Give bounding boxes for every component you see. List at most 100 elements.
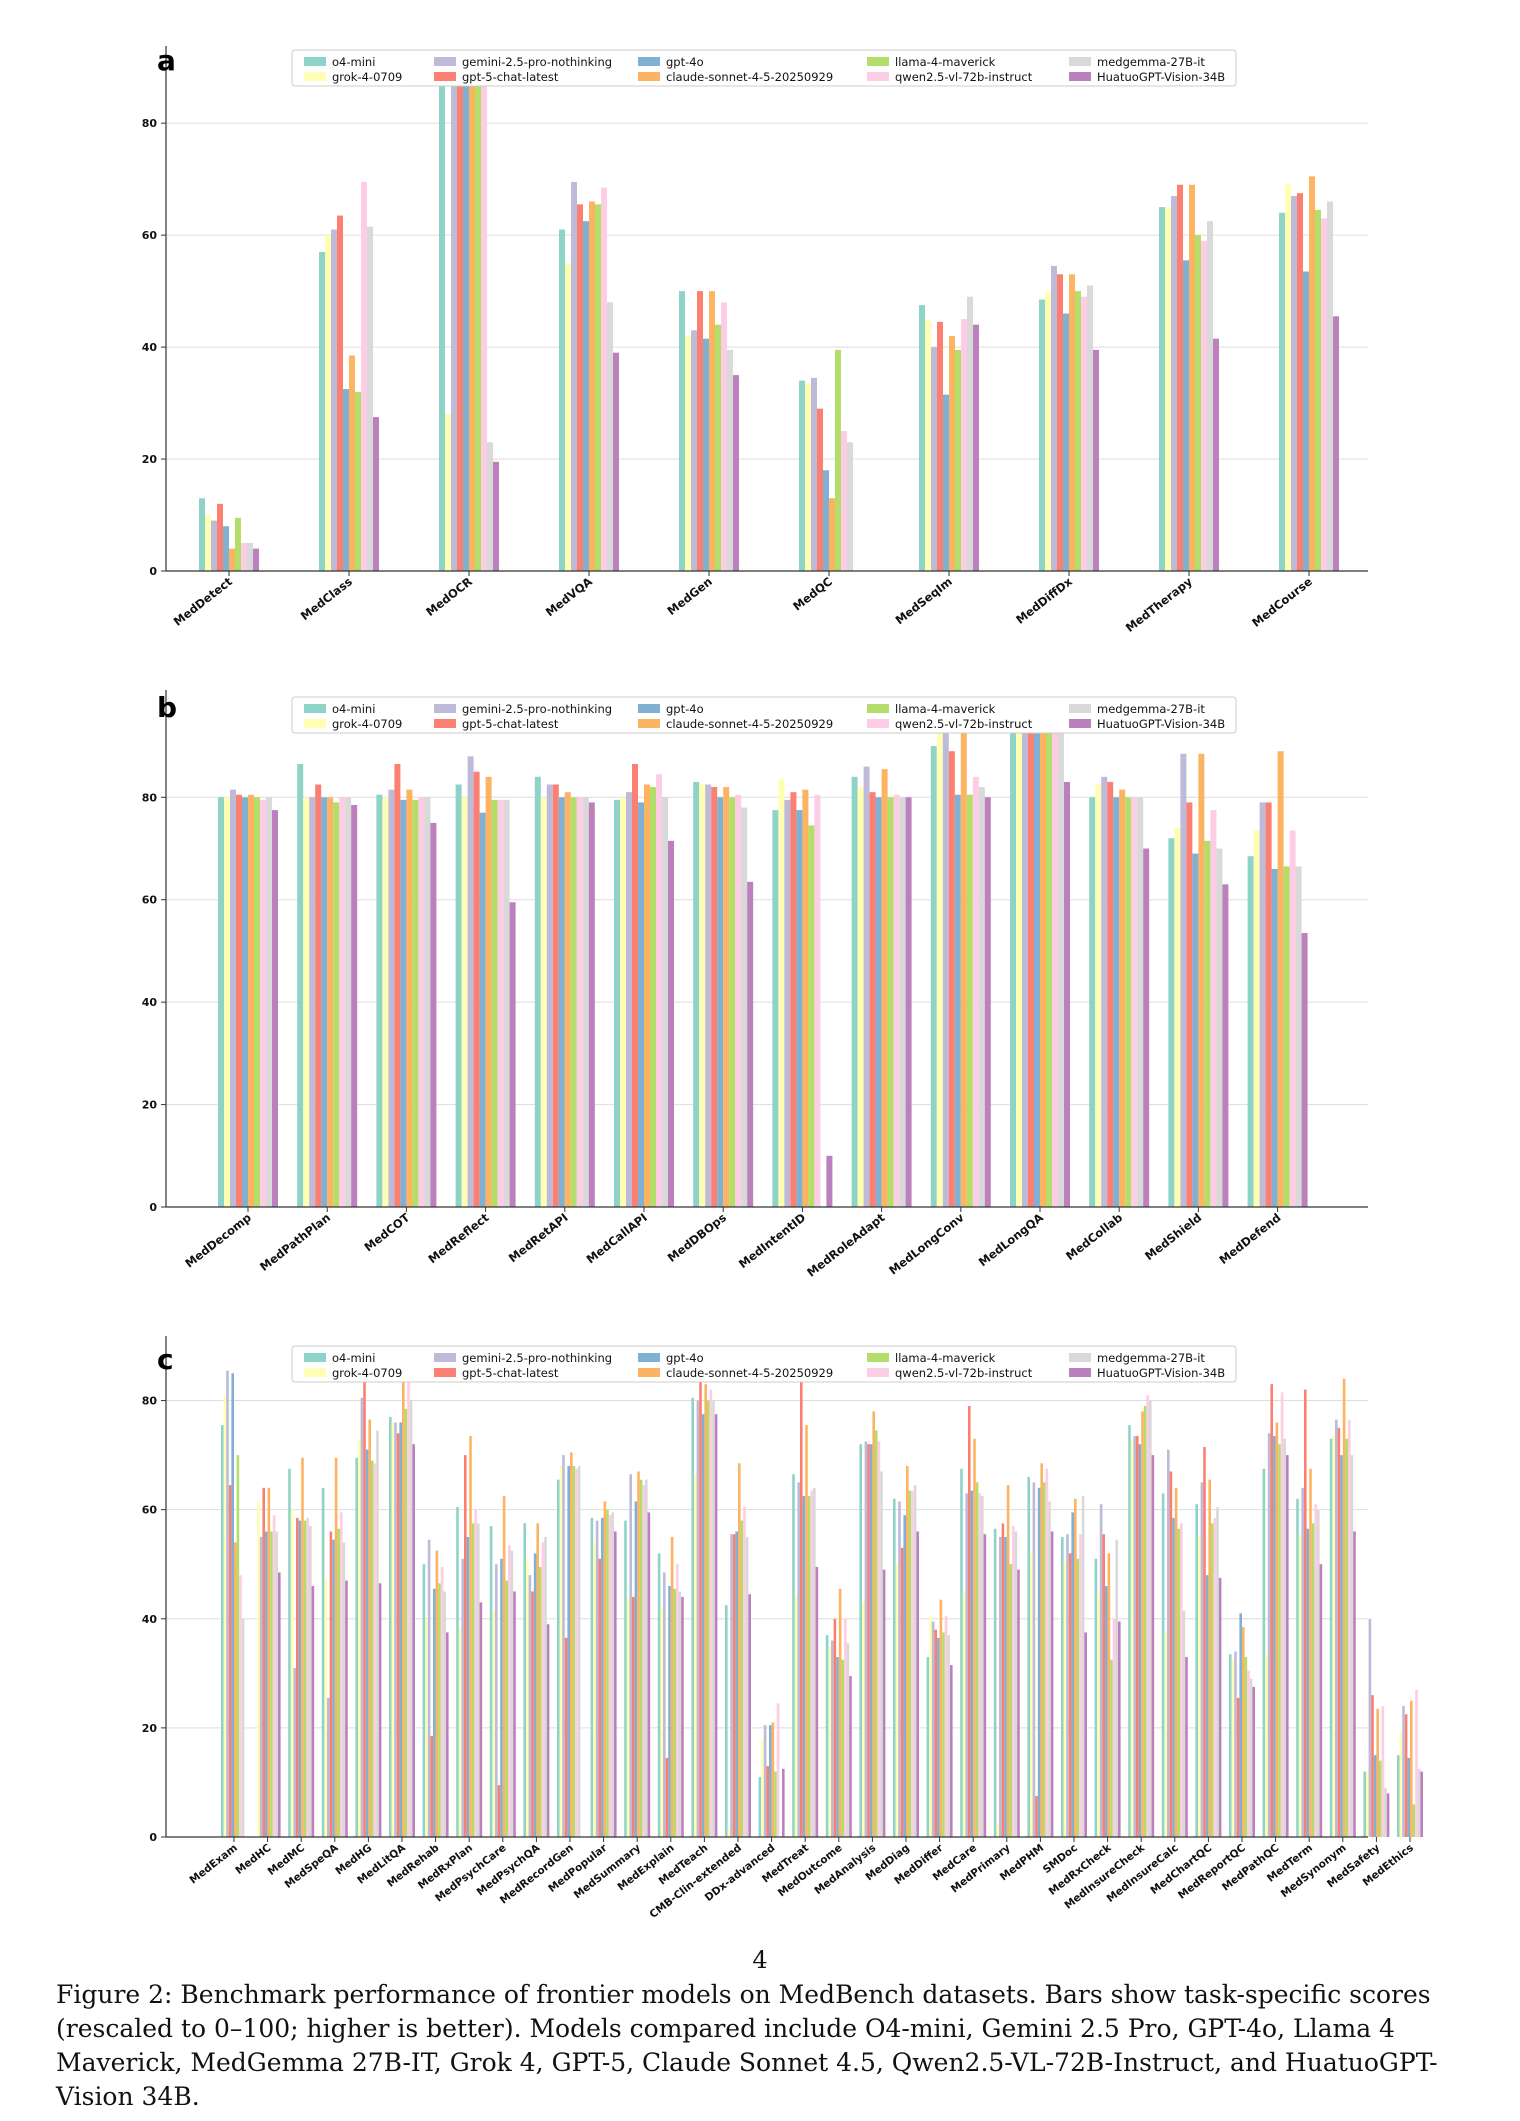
y-tick-label: 20 <box>142 1099 158 1112</box>
bar-DDx-advanced-grok-4-0709 <box>761 1738 764 1837</box>
bar-MedPopular-qwen2.5-vl-72b-instruct <box>608 1515 612 1837</box>
bar-MedPsychCare-grok-4-0709 <box>492 1610 495 1837</box>
bar-MedEthics-gpt-5-chat-latest <box>1404 1714 1408 1837</box>
bar-MedLitQA-gpt-5-chat-latest <box>396 1433 400 1837</box>
legend-entry: gpt-4o <box>666 702 704 716</box>
bar-MedPsychCare-o4-mini <box>489 1526 493 1837</box>
bar-MedCourse-HuatuoGPT-Vision-34B <box>1333 316 1339 571</box>
bar-MedInsureCalc-HuatuoGPT-Vision-34B <box>1185 1656 1188 1837</box>
bar-MedRxPlan-gpt-5-chat-latest <box>464 1455 467 1837</box>
bar-MedPHM-qwen2.5-vl-72b-instruct <box>1045 1468 1049 1837</box>
bar-MedRxPlan-HuatuoGPT-Vision-34B <box>479 1602 483 1837</box>
bar-MedSeqIm-HuatuoGPT-Vision-34B <box>973 324 979 571</box>
legend-entry: grok-4-0709 <box>332 1366 402 1380</box>
bar-MedCourse-o4-mini <box>1279 212 1285 572</box>
bar-MedPsychQA-HuatuoGPT-Vision-34B <box>546 1624 550 1837</box>
bar-MedDecomp-gpt-4o <box>242 797 248 1207</box>
bar-MedRetAPI-medgemma-27B-it <box>582 797 589 1207</box>
bar-MedCare-gemini-2.5-pro-nothinking <box>965 1493 968 1837</box>
bar-MedChartQC-claude-sonnet-4-5-20250929 <box>1208 1479 1211 1837</box>
bar-MedQC-qwen2.5-vl-72b-instruct <box>841 431 847 571</box>
bar-MedPathPlan-HuatuoGPT-Vision-34B <box>351 804 358 1207</box>
bar-MedDetect-gpt-5-chat-latest <box>217 503 223 571</box>
bar-MedPathQC-medgemma-27B-it <box>1283 1438 1286 1837</box>
bar-MedTerm-llama-4-maverick <box>1311 1523 1315 1837</box>
bar-MedReflect-qwen2.5-vl-72b-instruct <box>497 799 504 1207</box>
bar-MedCallAPI-gpt-4o <box>638 802 644 1207</box>
bar-MedRxCheck-gpt-4o <box>1105 1586 1108 1837</box>
bar-MedOCR-grok-4-0709 <box>445 414 451 571</box>
bar-MedInsureCheck-qwen2.5-vl-72b-instruct <box>1146 1395 1149 1837</box>
bar-MedRxCheck-gemini-2.5-pro-nothinking <box>1099 1504 1103 1837</box>
legend-entry: o4-mini <box>332 55 375 69</box>
legend-entry: gpt-4o <box>666 55 704 69</box>
bar-MedClass-gemini-2.5-pro-nothinking <box>331 229 337 571</box>
bar-MedSynonym-llama-4-maverick <box>1345 1438 1348 1837</box>
bar-MedRecordGen-gemini-2.5-pro-nothinking <box>562 1455 565 1837</box>
bar-MedPathQC-HuatuoGPT-Vision-34B <box>1286 1455 1289 1837</box>
bar-MedDetect-gpt-4o <box>223 526 229 571</box>
bar-MedRxCheck-llama-4-maverick <box>1110 1659 1113 1837</box>
bar-MedPrimary-llama-4-maverick <box>1009 1564 1012 1837</box>
bar-MedChartQC-medgemma-27B-it <box>1216 1506 1219 1837</box>
bar-MedRetAPI-gemini-2.5-pro-nothinking <box>546 784 553 1207</box>
bar-MedSummary-qwen2.5-vl-72b-instruct <box>642 1485 645 1837</box>
bar-MedDecomp-claude-sonnet-4-5-20250929 <box>248 794 254 1207</box>
x-tick-label: MedDBOps <box>665 1210 729 1265</box>
bar-MedInsureCalc-llama-4-maverick <box>1177 1528 1180 1837</box>
bar-MedDetect-qwen2.5-vl-72b-instruct <box>241 543 247 571</box>
bar-MedCallAPI-HuatuoGPT-Vision-34B <box>668 840 674 1207</box>
legend-entry: medgemma-27B-it <box>1097 1351 1205 1365</box>
bar-MedPopular-HuatuoGPT-Vision-34B <box>614 1531 617 1837</box>
bar-MedRxCheck-grok-4-0709 <box>1097 1594 1100 1837</box>
bar-MedDiffDx-qwen2.5-vl-72b-instruct <box>1081 296 1087 571</box>
bar-MedTherapy-HuatuoGPT-Vision-34B <box>1213 338 1219 571</box>
bar-MedSpeQA-o4-mini <box>321 1487 325 1837</box>
bar-MedAnalysis-HuatuoGPT-Vision-34B <box>882 1569 886 1837</box>
bar-MedSeqIm-qwen2.5-vl-72b-instruct <box>961 319 967 571</box>
panel-label: a <box>157 44 176 77</box>
panel-label: c <box>157 1343 174 1376</box>
bar-MedExam-gemini-2.5-pro-nothinking <box>226 1370 229 1837</box>
bar-MedRoleAdapt-qwen2.5-vl-72b-instruct <box>893 794 900 1207</box>
bar-MedOCR-qwen2.5-vl-72b-instruct <box>481 56 487 571</box>
bar-MedSummary-HuatuoGPT-Vision-34B <box>647 1512 651 1837</box>
bar-MedIntentID-HuatuoGPT-Vision-34B <box>826 1155 833 1207</box>
bar-MedRoleAdapt-o4-mini <box>851 776 858 1207</box>
x-tick-label: MedClass <box>298 574 355 623</box>
bar-MedLongConv-claude-sonnet-4-5-20250929 <box>960 705 967 1207</box>
bar-MedEthics-qwen2.5-vl-72b-instruct <box>1415 1689 1418 1837</box>
bar-MedPsychCare-HuatuoGPT-Vision-34B <box>513 1591 516 1837</box>
legend-entry: llama-4-maverick <box>895 702 996 716</box>
bar-MedOutcome-gpt-5-chat-latest <box>833 1618 837 1837</box>
bar-MedPathPlan-llama-4-maverick <box>333 802 340 1207</box>
y-tick-label: 0 <box>149 1831 157 1844</box>
bar-MedClass-llama-4-maverick <box>355 391 361 571</box>
legend-entry: grok-4-0709 <box>332 717 402 731</box>
bar-MedInsureCheck-gpt-4o <box>1138 1444 1142 1837</box>
legend-swatch <box>1069 719 1091 728</box>
legend-swatch <box>434 1353 456 1362</box>
bar-MedHC-grok-4-0709 <box>257 1501 260 1837</box>
bar-MedVQA-claude-sonnet-4-5-20250929 <box>589 201 595 572</box>
bar-CMB-Clin-extended-claude-sonnet-4-5-20250929 <box>738 1463 741 1837</box>
bar-MedCollab-HuatuoGPT-Vision-34B <box>1143 848 1150 1207</box>
bar-MedGen-llama-4-maverick <box>715 324 721 571</box>
bar-MedExam-claude-sonnet-4-5-20250929 <box>234 1542 237 1837</box>
bar-MedClass-gpt-4o <box>343 389 349 571</box>
bar-MedDBOps-gpt-5-chat-latest <box>711 787 718 1207</box>
bar-MedPopular-llama-4-maverick <box>606 1509 609 1837</box>
y-tick-label: 80 <box>142 1395 158 1408</box>
legend-entry: medgemma-27B-it <box>1097 55 1205 69</box>
bar-MedChartQC-qwen2.5-vl-72b-instruct <box>1213 1517 1217 1837</box>
bar-MedExplain-gpt-5-chat-latest <box>665 1757 669 1837</box>
bar-MedPathPlan-gpt-5-chat-latest <box>315 784 322 1207</box>
bar-MedReportQC-gpt-5-chat-latest <box>1236 1697 1240 1837</box>
bar-MedRoleAdapt-HuatuoGPT-Vision-34B <box>905 797 912 1207</box>
bar-MedPrimary-o4-mini <box>993 1528 997 1837</box>
bar-MedRxCheck-gpt-5-chat-latest <box>1102 1534 1105 1837</box>
bar-MedRecordGen-llama-4-maverick <box>572 1466 576 1837</box>
figure-panels: 0 20 40 60 80 MedDetect MedClass MedOCR MedVQA Me… <box>142 44 1423 1921</box>
bar-MedCOT-o4-mini <box>376 794 383 1207</box>
